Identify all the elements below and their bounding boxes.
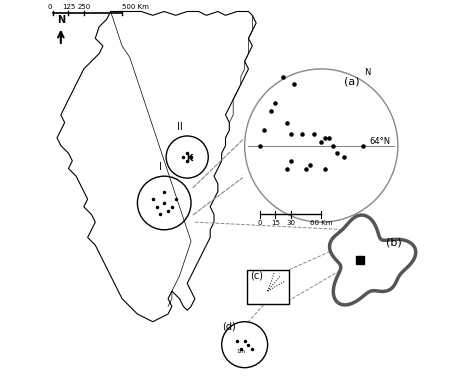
Text: I: I xyxy=(159,162,162,172)
Bar xyxy=(246,270,289,304)
Text: (b): (b) xyxy=(386,237,402,247)
Text: 0: 0 xyxy=(47,3,52,10)
Text: N: N xyxy=(57,15,65,25)
Text: K: K xyxy=(186,154,192,164)
Text: N: N xyxy=(364,68,370,77)
Circle shape xyxy=(245,69,398,222)
Polygon shape xyxy=(329,215,416,305)
Text: 15: 15 xyxy=(271,220,280,226)
Circle shape xyxy=(222,322,268,368)
Text: 1m: 1m xyxy=(237,349,246,354)
Text: 0: 0 xyxy=(258,220,262,226)
Text: 500 Km: 500 Km xyxy=(122,3,149,10)
Text: II: II xyxy=(177,122,182,132)
Text: (a): (a) xyxy=(344,77,360,87)
Text: (c): (c) xyxy=(250,270,264,280)
Text: 64°N: 64°N xyxy=(369,137,390,146)
Text: 30: 30 xyxy=(286,220,295,226)
Text: 60 Km: 60 Km xyxy=(310,220,332,226)
Text: 250: 250 xyxy=(77,3,91,10)
Text: (d): (d) xyxy=(222,322,236,332)
Text: 125: 125 xyxy=(62,3,75,10)
